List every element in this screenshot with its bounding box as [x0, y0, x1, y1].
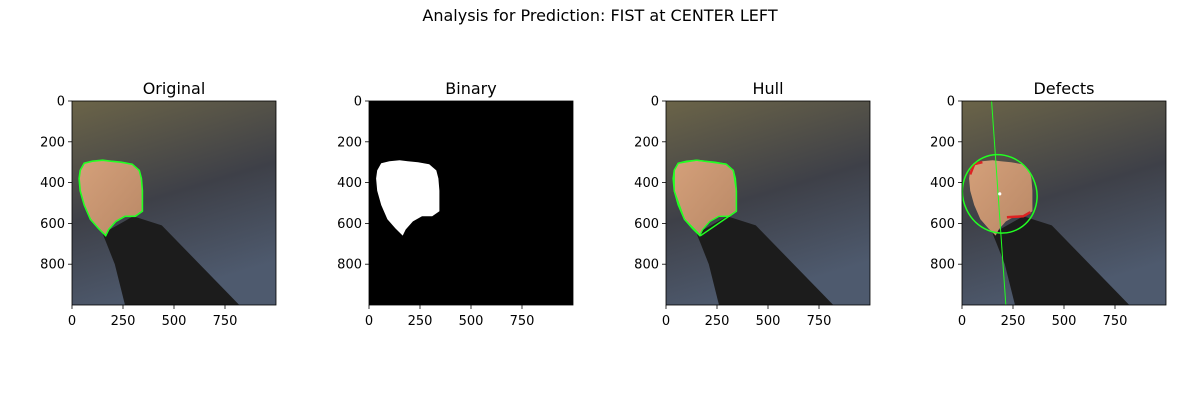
figure-title: Analysis for Prediction: FIST at CENTER …	[422, 6, 777, 25]
x-tick-label: 750	[1103, 314, 1128, 329]
panel-title: Defects	[1033, 79, 1094, 98]
mask-foreground	[376, 160, 440, 236]
y-tick-label: 600	[634, 217, 659, 232]
hand	[969, 160, 1033, 236]
x-tick-label: 500	[162, 314, 187, 329]
y-tick-label: 800	[337, 258, 362, 273]
x-tick-label: 500	[1052, 314, 1077, 329]
y-tick-label: 0	[354, 95, 362, 110]
y-tick-label: 600	[40, 217, 65, 232]
sleeve	[102, 216, 240, 305]
y-tick-label: 400	[634, 176, 659, 191]
sleeve	[696, 216, 834, 305]
x-tick-label: 250	[408, 314, 433, 329]
panel-binary: Binary 0 250 500 750 0 200 400 600 800	[337, 79, 574, 329]
hand	[673, 160, 737, 236]
x-tick-label: 0	[958, 314, 966, 329]
y-tick-label: 0	[57, 95, 65, 110]
x-tick-label: 750	[510, 314, 535, 329]
y-tick-label: 400	[337, 176, 362, 191]
panel-title: Binary	[445, 79, 496, 98]
y-tick-label: 0	[947, 95, 955, 110]
x-tick-label: 750	[213, 314, 238, 329]
panel-title: Hull	[752, 79, 783, 98]
centroid-point	[998, 192, 1002, 196]
y-tick-label: 200	[930, 135, 955, 150]
y-tick-label: 200	[337, 135, 362, 150]
x-tick-label: 250	[705, 314, 730, 329]
y-tick-label: 400	[930, 176, 955, 191]
y-tick-label: 0	[651, 95, 659, 110]
panel-defects: Defects 0 250 500 750 0 200 400 600 800	[930, 79, 1167, 329]
panel-original: Original 0 250 500 750 0 200 400 600 800	[40, 79, 277, 329]
fitted-ellipse	[961, 153, 1038, 234]
x-tick-label: 250	[1001, 314, 1026, 329]
y-tick-label: 400	[40, 176, 65, 191]
convexity-defect	[1006, 211, 1031, 219]
x-tick-label: 250	[111, 314, 136, 329]
y-tick-label: 800	[930, 258, 955, 273]
sleeve	[992, 216, 1130, 305]
convex-hull	[673, 159, 738, 237]
x-tick-label: 750	[807, 314, 832, 329]
y-tick-label: 800	[634, 258, 659, 273]
y-tick-label: 800	[40, 258, 65, 273]
x-tick-label: 500	[756, 314, 781, 329]
x-tick-label: 0	[662, 314, 670, 329]
x-tick-label: 500	[459, 314, 484, 329]
y-tick-label: 600	[337, 217, 362, 232]
panel-title: Original	[143, 79, 206, 98]
hand	[79, 160, 143, 236]
y-tick-label: 200	[40, 135, 65, 150]
y-tick-label: 200	[634, 135, 659, 150]
y-tick-label: 600	[930, 217, 955, 232]
orientation-axis	[991, 100, 1007, 306]
x-tick-label: 0	[365, 314, 373, 329]
panel-hull: Hull 0 250 500 750 0 200 400 600 800	[634, 79, 871, 329]
x-tick-label: 0	[68, 314, 76, 329]
hand-contour	[78, 159, 144, 237]
